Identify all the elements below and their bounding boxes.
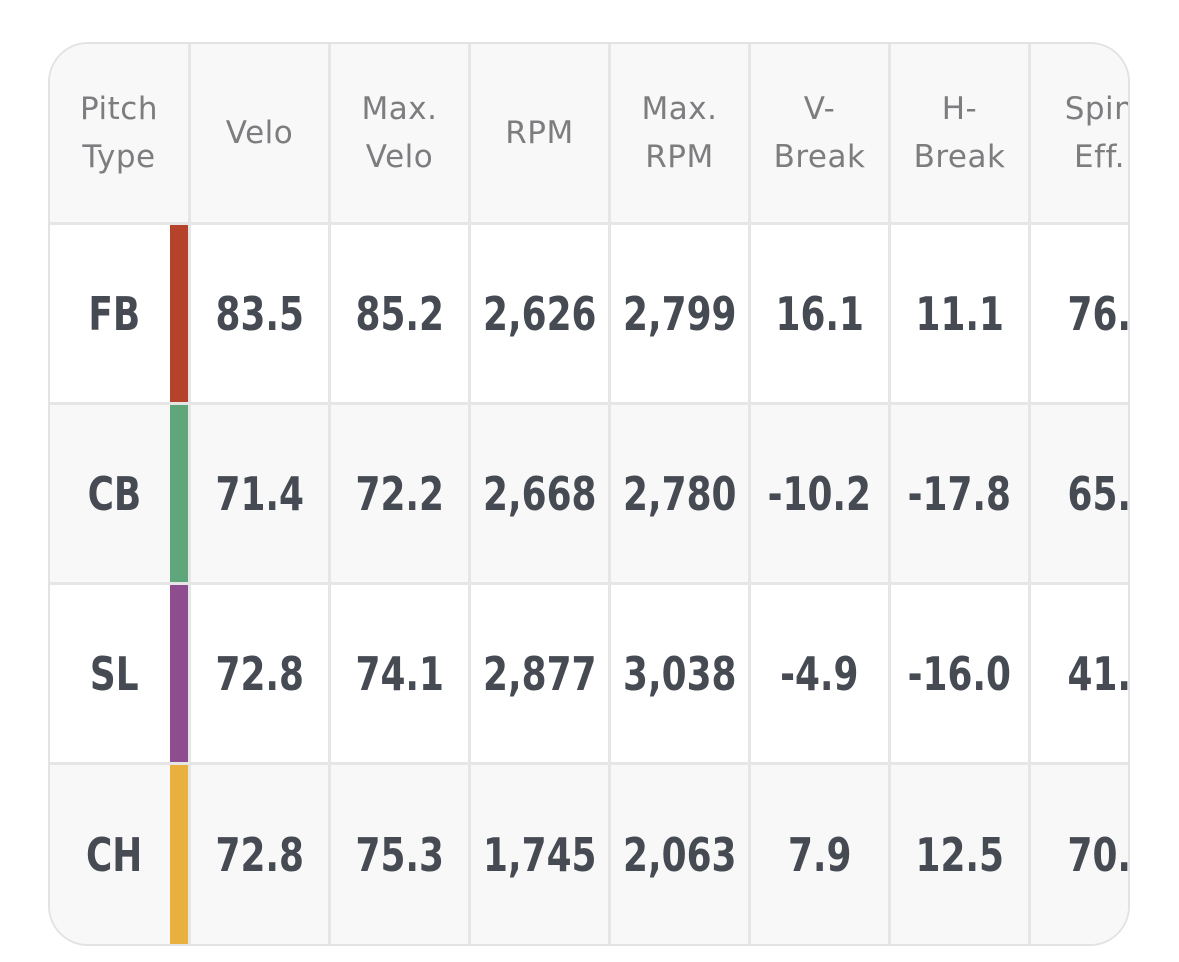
table-cell: 3,038 xyxy=(611,585,751,765)
table-cell: 2,799 xyxy=(611,225,751,405)
table-cell: 41.0 xyxy=(1031,585,1128,765)
pitch-metrics-table: Pitch Type Velo Max. Velo RPM Max. RPM V… xyxy=(48,42,1130,946)
table-cell: -17.8 xyxy=(891,405,1031,585)
table-cell: 74.1 xyxy=(331,585,471,765)
table-cell: 65.7 xyxy=(1031,405,1128,585)
pitch-type-label: SL xyxy=(89,646,139,701)
header-max-rpm: Max. RPM xyxy=(611,44,751,225)
pitch-color-bar xyxy=(170,405,188,582)
pitch-type-label: FB xyxy=(88,286,140,341)
pitch-color-bar xyxy=(170,225,188,402)
table-row-type: SL xyxy=(50,585,191,765)
header-velo: Velo xyxy=(191,44,331,225)
table-cell: -16.0 xyxy=(891,585,1031,765)
pitch-color-bar xyxy=(170,765,188,944)
table-cell: 12.5 xyxy=(891,765,1031,944)
table-row-type: CH xyxy=(50,765,191,944)
table-cell: 2,780 xyxy=(611,405,751,585)
table-cell: 85.2 xyxy=(331,225,471,405)
header-spin-eff: Spin Eff. xyxy=(1031,44,1128,225)
header-rpm: RPM xyxy=(471,44,611,225)
table-cell: 71.4 xyxy=(191,405,331,585)
table-cell: 11.1 xyxy=(891,225,1031,405)
pitch-type-label: CH xyxy=(85,828,143,882)
table-cell: 2,668 xyxy=(471,405,611,585)
table-cell: 1,745 xyxy=(471,765,611,944)
header-pitch-type: Pitch Type xyxy=(50,44,191,225)
table-cell: 16.1 xyxy=(751,225,891,405)
table-cell: 2,626 xyxy=(471,225,611,405)
pitch-type-label: CB xyxy=(87,466,141,521)
header-max-velo: Max. Velo xyxy=(331,44,471,225)
table-cell: 75.3 xyxy=(331,765,471,944)
table-cell: 83.5 xyxy=(191,225,331,405)
table-grid: Pitch Type Velo Max. Velo RPM Max. RPM V… xyxy=(50,44,1128,944)
table-cell: 7.9 xyxy=(751,765,891,944)
pitch-color-bar xyxy=(170,585,188,762)
table-cell: 2,063 xyxy=(611,765,751,944)
table-cell: 2,877 xyxy=(471,585,611,765)
table-cell: 76.8 xyxy=(1031,225,1128,405)
table-cell: 72.8 xyxy=(191,585,331,765)
table-cell: -10.2 xyxy=(751,405,891,585)
table-cell: 70.4 xyxy=(1031,765,1128,944)
header-h-break: H- Break xyxy=(891,44,1031,225)
table-cell: 72.2 xyxy=(331,405,471,585)
table-cell: -4.9 xyxy=(751,585,891,765)
table-cell: 72.8 xyxy=(191,765,331,944)
header-v-break: V- Break xyxy=(751,44,891,225)
table-row-type: CB xyxy=(50,405,191,585)
table-row-type: FB xyxy=(50,225,191,405)
